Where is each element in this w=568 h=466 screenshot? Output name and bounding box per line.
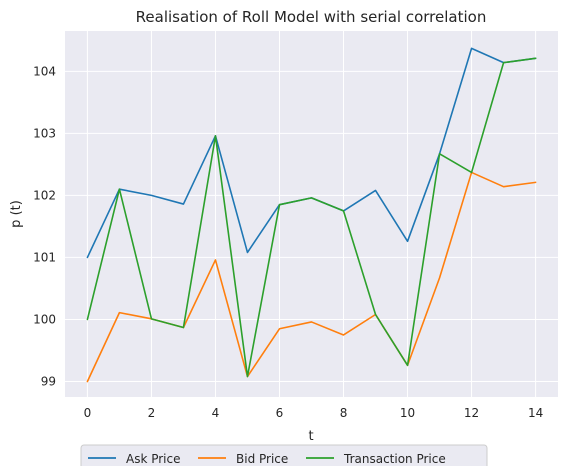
chart-title: Realisation of Roll Model with serial co… bbox=[136, 8, 487, 26]
legend-frame bbox=[80, 444, 488, 466]
y-tick-label: 103 bbox=[33, 126, 56, 140]
x-tick-label: 6 bbox=[276, 406, 284, 420]
y-tick-label: 100 bbox=[33, 312, 56, 326]
x-tick-label: 2 bbox=[148, 406, 156, 420]
y-tick-label: 104 bbox=[33, 64, 56, 78]
y-tick-label: 101 bbox=[33, 250, 56, 264]
legend: Ask Price Bid Price Transaction Price bbox=[80, 444, 488, 466]
plot-background bbox=[65, 31, 558, 397]
x-tick-label: 4 bbox=[212, 406, 220, 420]
x-tick-label: 0 bbox=[84, 406, 92, 420]
x-tick-label: 8 bbox=[340, 406, 348, 420]
x-tick-labels: 0 2 4 6 8 10 12 14 bbox=[84, 406, 544, 420]
grid bbox=[65, 31, 558, 397]
y-tick-labels: 99 100 101 102 103 104 bbox=[33, 64, 56, 388]
y-tick-label: 102 bbox=[33, 188, 56, 202]
x-axis-label: t bbox=[308, 429, 313, 444]
x-tick-label: 12 bbox=[464, 406, 479, 420]
y-axis-label: p (t) bbox=[9, 200, 24, 228]
legend-entry-label: Bid Price bbox=[236, 452, 288, 466]
series-lines bbox=[86, 47, 537, 383]
x-tick-label: 14 bbox=[528, 406, 543, 420]
legend-entry-label: Ask Price bbox=[126, 452, 181, 466]
legend-entry-label: Transaction Price bbox=[343, 452, 446, 466]
series-line-2 bbox=[86, 57, 537, 378]
x-tick-label: 10 bbox=[400, 406, 415, 420]
y-tick-label: 99 bbox=[41, 374, 56, 388]
